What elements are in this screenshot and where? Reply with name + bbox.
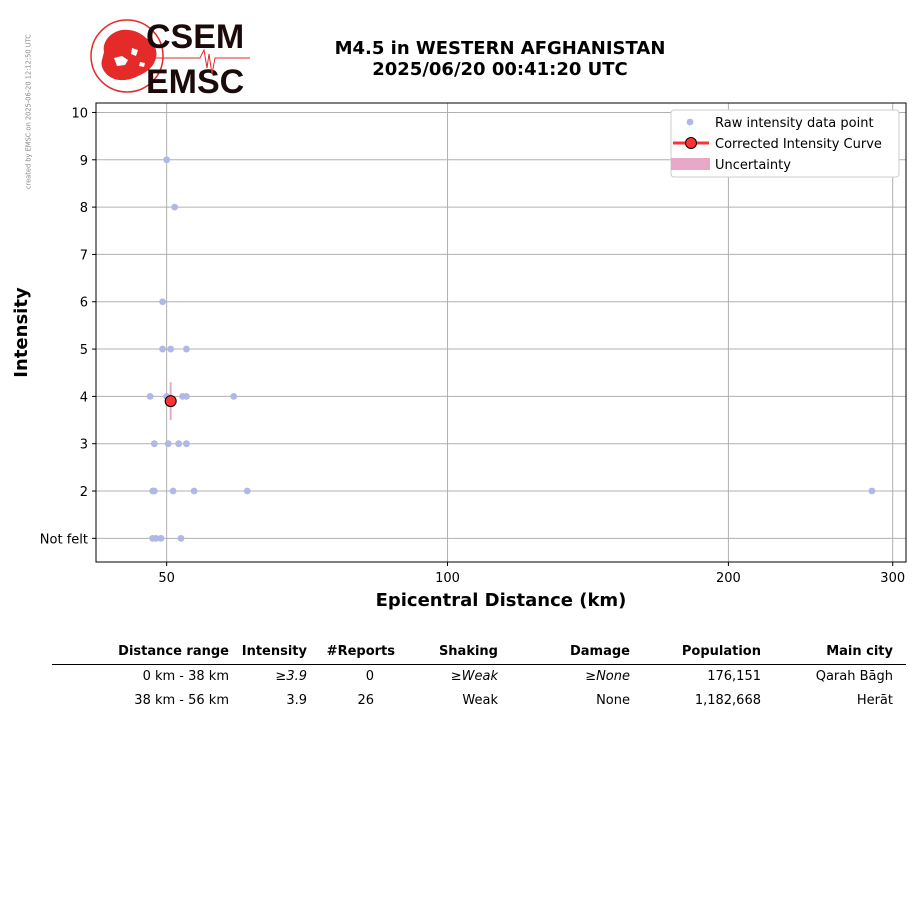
raw-data-point [163, 156, 171, 164]
legend-raw-label: Raw intensity data point [715, 116, 874, 131]
y-tick-label: 4 [80, 390, 88, 405]
chart-title-line2: 2025/06/20 00:41:20 UTC [372, 59, 628, 80]
cell-damage: ≥None [585, 669, 630, 684]
y-tick-label: 7 [80, 248, 88, 263]
header-distance-range: Distance range [118, 644, 229, 659]
table-header-row: Distance range Intensity #Reports Shakin… [52, 640, 906, 664]
chart-title: M4.5 in WESTERN AFGHANISTAN 2025/06/20 0… [300, 38, 700, 80]
cell-main-city: Herāt [856, 693, 893, 708]
cell-shaking: ≥Weak [450, 669, 498, 684]
cell-population: 176,151 [707, 669, 761, 684]
header-damage: Damage [569, 644, 630, 659]
cell-main-city: Qarah Bāgh [815, 669, 893, 684]
plot-frame [95, 102, 907, 563]
cell-distance-range: 38 km - 56 km [134, 693, 229, 708]
raw-data-point [157, 534, 165, 542]
raw-data-point [190, 487, 198, 495]
raw-data-point [183, 440, 190, 448]
cell-reports: 0 [365, 669, 374, 684]
cell-distance-range: 0 km - 38 km [142, 669, 229, 684]
cell-population: 1,182,668 [694, 693, 761, 708]
raw-data-point [183, 392, 190, 400]
raw-data-point [868, 487, 876, 495]
table-row: 0 km - 38 km ≥3.9 0 ≥Weak ≥None 176,151 … [52, 665, 906, 689]
x-axis-label: Epicentral Distance (km) [376, 590, 627, 611]
y-tick-label: Not felt [40, 532, 88, 547]
header-intensity: Intensity [241, 644, 307, 659]
y-tick-label: 6 [80, 296, 88, 311]
logo-europe-map-detail [114, 48, 145, 67]
chart-title-line1: M4.5 in WESTERN AFGHANISTAN [334, 38, 666, 59]
raw-data-point [243, 487, 251, 495]
raw-data-point [150, 440, 158, 448]
logo-seismogram [150, 48, 250, 75]
raw-data-point [146, 392, 154, 400]
cell-intensity: 3.9 [286, 693, 307, 708]
x-tick-label: 50 [158, 571, 175, 586]
creation-note-text: created by EMSC on 2025-06-20 12:12:50 U… [25, 34, 33, 189]
raw-data-point [167, 345, 175, 353]
raw-data-point [183, 345, 190, 353]
intensity-table: Distance range Intensity #Reports Shakin… [52, 640, 906, 713]
y-axis-label: Intensity [11, 287, 32, 378]
legend-curve-label: Corrected Intensity Curve [715, 137, 882, 152]
raw-data-point [177, 534, 185, 542]
x-tick-label: 300 [880, 571, 905, 586]
header-main-city: Main city [826, 644, 893, 659]
legend-uncertainty-swatch [671, 158, 710, 170]
creation-note: created by EMSC on 2025-06-20 12:12:50 U… [25, 34, 33, 189]
y-tick-label: 10 [71, 106, 88, 121]
logo-europe-map [101, 29, 157, 81]
cell-intensity: ≥3.9 [275, 669, 307, 684]
table-header-rule [52, 664, 906, 665]
raw-data-point [152, 534, 160, 542]
header-shaking: Shaking [438, 644, 498, 659]
x-tick-label: 200 [716, 571, 741, 586]
y-tick-label: 8 [80, 201, 88, 216]
raw-data-point [150, 487, 158, 495]
raw-data-point [159, 298, 166, 306]
intensity-distance-chart: Not felt 2 3 4 5 6 7 8 9 10 50 100 200 300 Epicentral … [11, 102, 907, 611]
cell-reports: 26 [357, 693, 374, 708]
raw-data-point [164, 440, 172, 448]
legend-curve-marker [685, 137, 697, 149]
cell-shaking: Weak [462, 693, 498, 708]
raw-data-point [169, 487, 177, 495]
raw-data-point [171, 203, 179, 211]
header-population: Population [681, 644, 761, 659]
header-reports: #Reports [326, 644, 395, 659]
legend-uncertainty-label: Uncertainty [715, 158, 791, 173]
raw-data-point [175, 440, 183, 448]
y-tick-label: 2 [80, 485, 88, 500]
x-tick-label: 100 [435, 571, 460, 586]
legend-raw-marker [686, 118, 694, 126]
emsc-logo: CSEM EMSC [90, 18, 250, 100]
logo-text-csem: CSEM [146, 18, 244, 56]
raw-data-point [159, 345, 166, 353]
y-tick-label: 3 [80, 438, 88, 453]
cell-damage: None [596, 693, 630, 708]
y-tick-label: 9 [80, 154, 88, 169]
legend-box [670, 109, 900, 178]
logo-text-emsc: EMSC [146, 63, 244, 100]
y-tick-label: 5 [80, 343, 88, 358]
table-row: 38 km - 56 km 3.9 26 Weak None 1,182,668… [52, 689, 906, 713]
raw-data-point [230, 392, 238, 400]
corrected-intensity-point [164, 395, 177, 408]
